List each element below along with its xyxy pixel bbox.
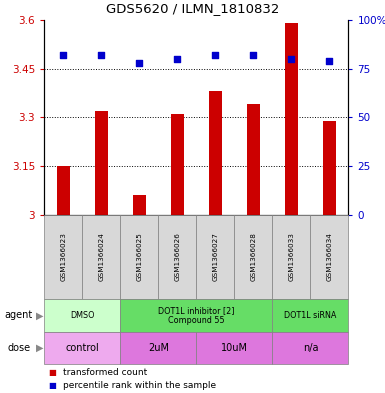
- Bar: [171, 114, 184, 215]
- Bar: [323, 121, 336, 215]
- Point: [60, 52, 66, 58]
- Text: ▶: ▶: [36, 343, 44, 353]
- Text: GSM1366033: GSM1366033: [288, 232, 295, 281]
- Text: GDS5620 / ILMN_1810832: GDS5620 / ILMN_1810832: [106, 2, 279, 15]
- Text: control: control: [65, 343, 99, 353]
- Text: ▶: ▶: [36, 310, 44, 320]
- Bar: [95, 111, 108, 215]
- Text: dose: dose: [7, 343, 30, 353]
- Text: GSM1366028: GSM1366028: [250, 232, 256, 281]
- Bar: [285, 23, 298, 215]
- Bar: [57, 166, 70, 215]
- Text: GSM1366027: GSM1366027: [213, 232, 218, 281]
- Point: [212, 52, 218, 58]
- Point: [288, 56, 295, 62]
- Text: ■: ■: [48, 368, 56, 377]
- Text: GSM1366025: GSM1366025: [136, 232, 142, 281]
- Text: DOT1L siRNA: DOT1L siRNA: [284, 311, 336, 320]
- Text: DMSO: DMSO: [70, 311, 95, 320]
- Point: [136, 60, 142, 66]
- Text: GSM1366026: GSM1366026: [174, 232, 180, 281]
- Point: [98, 52, 104, 58]
- Text: 2uM: 2uM: [148, 343, 169, 353]
- Bar: [133, 195, 146, 215]
- Text: n/a: n/a: [303, 343, 318, 353]
- Text: percentile rank within the sample: percentile rank within the sample: [63, 381, 216, 390]
- Text: GSM1366024: GSM1366024: [98, 232, 104, 281]
- Text: 10uM: 10uM: [221, 343, 248, 353]
- Text: GSM1366034: GSM1366034: [326, 232, 332, 281]
- Text: DOT1L inhibitor [2]
Compound 55: DOT1L inhibitor [2] Compound 55: [158, 306, 234, 325]
- Text: agent: agent: [5, 310, 33, 320]
- Point: [326, 58, 333, 64]
- Bar: [209, 92, 222, 215]
- Point: [174, 56, 181, 62]
- Text: transformed count: transformed count: [63, 368, 147, 377]
- Point: [250, 52, 256, 58]
- Text: GSM1366023: GSM1366023: [60, 232, 66, 281]
- Bar: [247, 105, 260, 215]
- Text: ■: ■: [48, 381, 56, 390]
